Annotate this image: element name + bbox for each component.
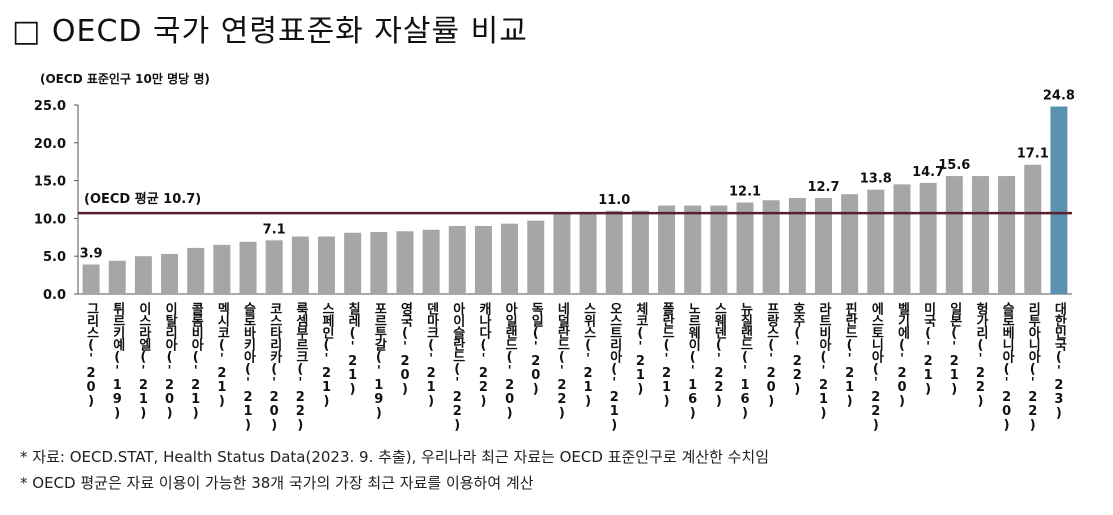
bar [919, 182, 937, 294]
x-tick-label: 아일랜드('20) [502, 301, 517, 420]
bar [605, 210, 623, 294]
x-tick-label: 호주('22) [790, 302, 805, 396]
bar [82, 264, 100, 294]
data-label: 14.7 [912, 165, 944, 180]
bar [815, 197, 832, 294]
x-tick-label: 튀르키예('19) [110, 301, 125, 420]
x-tick-label: 에스토니아('22) [868, 301, 883, 432]
data-label: 12.7 [807, 180, 839, 195]
bar [579, 212, 597, 294]
x-tick-label: 핀란드('21) [842, 301, 857, 408]
x-tick-label: 덴마크('21) [424, 301, 439, 408]
bar [1024, 164, 1042, 294]
bar [448, 225, 466, 294]
x-tick-label: 캐나다('22) [476, 302, 491, 408]
y-tick-label: 0.0 [43, 288, 66, 303]
bar-chart: 0.0 5.0 10.0 15.0 20.0 25.0 그리스('20) 튀르키예('19) 이… [34, 89, 1075, 432]
bar [893, 184, 911, 294]
y-tick-label: 25.0 [34, 99, 66, 114]
bar [631, 210, 649, 294]
bar [527, 220, 545, 294]
bar [684, 205, 702, 294]
x-tick-label: 그리스('20) [84, 302, 99, 408]
x-tick-label: 콜롬비아('21) [188, 302, 203, 420]
bar [788, 197, 806, 294]
x-tick-label: 오스트리아('21) [607, 302, 622, 432]
x-tick-label: 슬로바키아('21) [241, 302, 256, 432]
x-tick-label: 네덜란드('22) [554, 301, 569, 420]
bar [187, 247, 205, 294]
unit-label: (OECD 표준인구 10만 명당 명) [40, 72, 210, 86]
data-label: 24.8 [1043, 89, 1075, 104]
bar [501, 223, 519, 294]
bar [161, 253, 179, 294]
bar [867, 189, 885, 294]
x-tick-label: 뉴질랜드('16) [738, 302, 753, 420]
bar [474, 225, 492, 294]
x-tick-label: 헝가리('22) [973, 301, 988, 408]
y-tick-label: 5.0 [43, 250, 66, 265]
data-label: 12.1 [729, 185, 761, 200]
x-tick-label: 룩셈부르크('22) [293, 302, 308, 432]
data-label: 17.1 [1017, 147, 1049, 162]
data-label: 3.9 [80, 247, 103, 262]
x-tick-label: 폴란드('21) [659, 302, 674, 408]
x-tick-label: 벨기에('20) [894, 302, 909, 408]
data-label: 15.6 [938, 158, 970, 173]
bar [134, 256, 152, 294]
x-tick-label: 라트비아('21) [816, 301, 831, 420]
x-tick-label: 스위스('21) [581, 302, 596, 408]
x-tick-label: 스웨덴('22) [711, 302, 726, 408]
x-tick-label: 아이슬란드('22) [450, 301, 465, 432]
bar [945, 176, 963, 294]
bar [841, 194, 859, 294]
x-tick-label: 칠레('21) [345, 301, 360, 396]
bar [396, 231, 414, 294]
x-tick-label: 대한민국('23) [1051, 302, 1066, 420]
x-tick-label: 이탈리아('20) [162, 301, 177, 420]
bar [213, 244, 231, 294]
bar [291, 236, 309, 294]
bar [422, 229, 440, 294]
y-tick-label: 20.0 [34, 137, 66, 152]
bar [553, 213, 571, 294]
chart-title: □ OECD 국가 연령표준화 자살률 비교 [12, 14, 528, 49]
x-tick-label: 슬로베니아('20) [999, 302, 1014, 432]
bar [998, 176, 1016, 294]
x-tick-label: 프랑스('20) [764, 302, 779, 408]
average-label: (OECD 평균 10.7) [84, 191, 201, 207]
data-label: 13.8 [860, 172, 892, 187]
y-tick-label: 10.0 [34, 212, 66, 227]
bar [265, 240, 283, 294]
average-note: * OECD 평균은 자료 이용이 가능한 38개 국가의 가장 최근 자료를 … [20, 474, 534, 492]
bar [971, 176, 989, 294]
bar [108, 260, 126, 294]
y-tick-label: 15.0 [34, 175, 66, 190]
x-tick-label: 코스타리카('20) [267, 302, 282, 432]
x-tick-label: 스페인('21) [319, 302, 334, 408]
x-tick-label: 멕시코('21) [214, 301, 229, 408]
bar [318, 236, 335, 294]
x-tick-label: 체코('21) [633, 302, 648, 396]
x-tick-label: 영국('20) [397, 302, 412, 396]
x-tick-label: 포르투갈('19) [371, 302, 386, 420]
x-tick-label: 노르웨이('16) [685, 302, 700, 420]
x-tick-label: 일본('21) [947, 302, 962, 396]
bar [762, 200, 780, 294]
x-tick-label: 이스라엘('21) [136, 301, 151, 420]
source-note: * 자료: OECD.STAT, Health Status Data(2023… [20, 448, 770, 466]
x-tick-label: 독일('20) [528, 302, 543, 396]
x-tick-label: 리투아니아('22) [1025, 301, 1040, 432]
bar [710, 205, 728, 294]
bar [370, 232, 388, 294]
x-tick-label: 미국('21) [921, 301, 936, 396]
bar [239, 241, 257, 294]
bar [1050, 106, 1068, 295]
data-label: 11.0 [598, 193, 630, 208]
bar [736, 202, 754, 294]
data-label: 7.1 [263, 222, 286, 237]
bar [658, 205, 676, 294]
bar [344, 232, 362, 294]
